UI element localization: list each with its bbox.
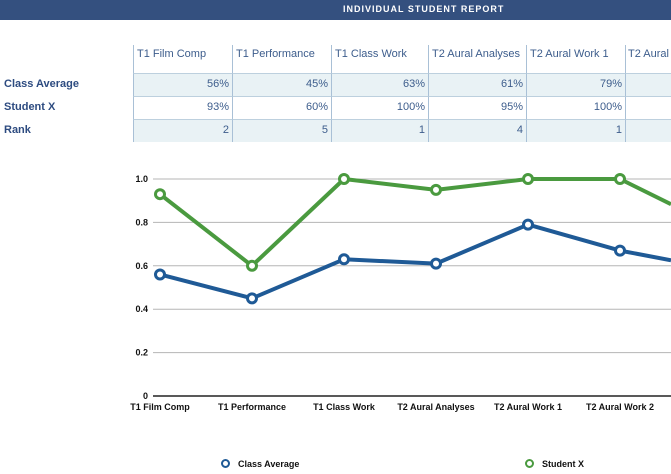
column-header: T2 Aural Work 1 — [526, 45, 625, 73]
legend-label: Student X — [542, 459, 584, 469]
table-cell: 100% — [331, 96, 428, 119]
table-cell: 1 — [526, 119, 625, 142]
y-tick-label: 0.6 — [135, 261, 148, 271]
y-tick-label: 0.4 — [135, 304, 148, 314]
table-cell: 79% — [526, 73, 625, 96]
table-cell: 5 — [232, 119, 331, 142]
table-cell: 61% — [428, 73, 526, 96]
legend-marker-icon — [525, 459, 534, 468]
data-point — [614, 173, 626, 185]
table-cell: 100% — [526, 96, 625, 119]
table-cell: 60% — [232, 96, 331, 119]
row-label: Class Average — [4, 78, 80, 90]
data-point — [430, 257, 442, 270]
x-tick-label: T1 Film Comp — [130, 402, 190, 412]
data-point — [338, 173, 350, 185]
data-point — [154, 188, 166, 201]
legend-class-average: Class Average — [221, 459, 299, 469]
table-cell — [625, 119, 671, 142]
data-point — [614, 244, 626, 257]
x-tick-label: T2 Aural Analyses — [397, 402, 474, 412]
y-tick-label: 0.8 — [135, 217, 148, 227]
y-tick-label: 1.0 — [135, 174, 148, 184]
report-title: INDIVIDUAL STUDENT REPORT — [343, 4, 505, 14]
row-label: Rank — [4, 124, 31, 136]
x-tick-label: T2 Aural Work 1 — [494, 402, 562, 412]
table-cell — [625, 73, 671, 96]
table-cell — [625, 96, 671, 119]
table-cell: 56% — [133, 73, 232, 96]
data-point — [154, 268, 166, 281]
data-point — [430, 183, 442, 196]
table-cell: 93% — [133, 96, 232, 119]
data-point — [522, 218, 534, 231]
row-label: Student X — [4, 101, 56, 113]
data-point — [338, 253, 350, 266]
table-cell: 2 — [133, 119, 232, 142]
data-point — [246, 292, 258, 305]
legend-marker-icon — [221, 459, 230, 468]
column-header: T1 Performance — [232, 45, 331, 73]
data-point — [522, 173, 534, 185]
series-line — [159, 222, 671, 301]
x-tick-label: T2 Aural Work 2 — [586, 402, 654, 412]
column-header: T1 Class Work — [331, 45, 428, 73]
table-cell: 45% — [232, 73, 331, 96]
y-tick-label: 0.2 — [135, 348, 148, 358]
legend-label: Class Average — [238, 459, 300, 469]
table-cell: 63% — [331, 73, 428, 96]
column-header: T2 Aural Analyses — [428, 45, 526, 73]
legend-student-x: Student X — [525, 459, 584, 469]
table-cell: 95% — [428, 96, 526, 119]
table-cell: 1 — [331, 119, 428, 142]
data-point — [246, 259, 258, 272]
x-tick-label: T1 Class Work — [313, 402, 376, 412]
report-banner: INDIVIDUAL STUDENT REPORT — [0, 0, 671, 20]
table-cell: 4 — [428, 119, 526, 142]
y-tick-label: 0 — [143, 391, 148, 401]
column-header: T2 Aural — [625, 45, 671, 73]
column-header: T1 Film Comp — [133, 45, 232, 73]
x-tick-label: T1 Performance — [218, 402, 286, 412]
